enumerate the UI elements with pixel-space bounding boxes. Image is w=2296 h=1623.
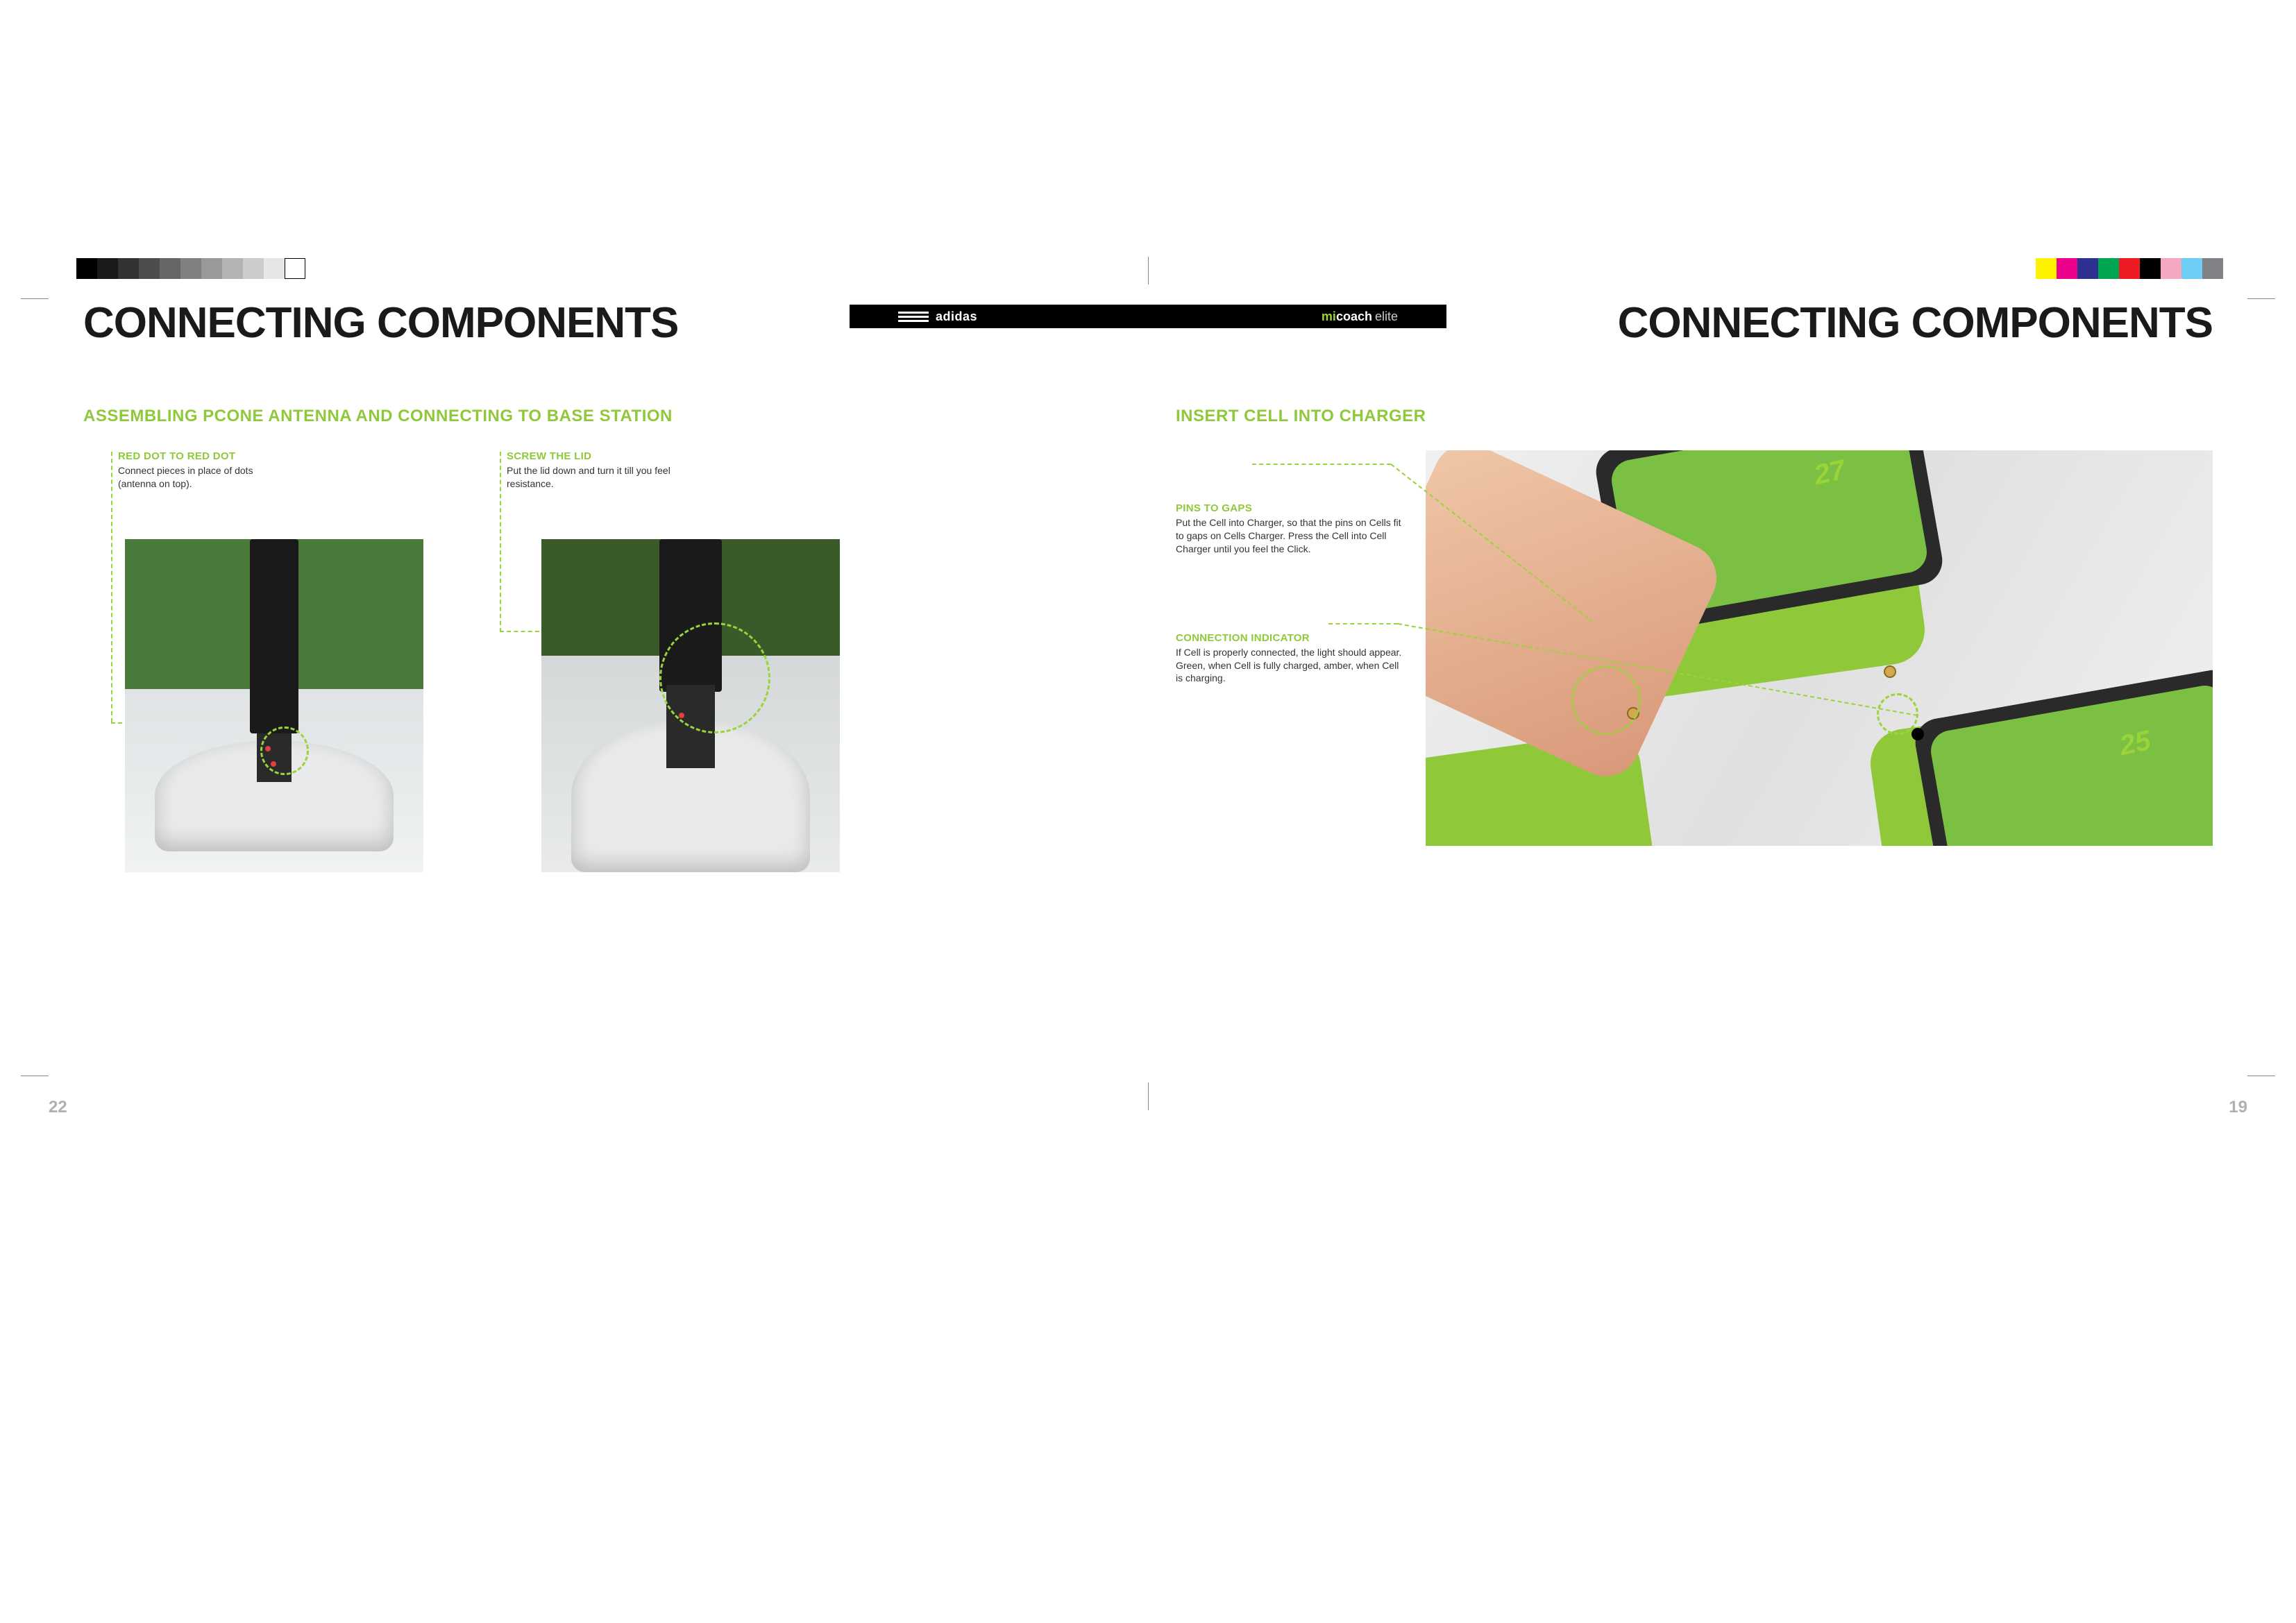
callout-body: Put the lid down and turn it till you fe… (507, 464, 680, 491)
led-indicator-icon (1911, 728, 1924, 740)
highlight-circle (1571, 665, 1641, 735)
callout-leader (500, 452, 501, 632)
callout-body: If Cell is properly connected, the light… (1176, 646, 1405, 686)
subhead-left: ASSEMBLING PCONE ANTENNA AND CONNECTING … (83, 407, 1120, 426)
instruction-photo-antenna (125, 539, 423, 872)
page-right: CONNECTING COMPONENTS INSERT CELL INTO C… (1148, 298, 2247, 1076)
highlight-circle (260, 726, 309, 775)
cell-number-label: 27 (1812, 454, 1848, 491)
cell-number-label: 25 (2117, 725, 2154, 762)
callout-body: Connect pieces in place of dots (antenna… (118, 464, 278, 491)
highlight-circle (659, 622, 770, 733)
subhead-right: INSERT CELL INTO CHARGER (1176, 407, 2213, 426)
instruction-block-screw-lid: SCREW THE LID Put the lid down and turn … (486, 450, 847, 872)
right-content-row: PINS TO GAPS Put the Cell into Charger, … (1176, 450, 2213, 846)
callout-title: CONNECTION INDICATOR (1176, 632, 1405, 644)
charger-pin-icon (1884, 665, 1896, 678)
callout-connection-indicator: CONNECTION INDICATOR If Cell is properly… (1176, 632, 1405, 686)
instruction-photo-charger: 27 25 (1426, 450, 2213, 846)
callout-column: PINS TO GAPS Put the Cell into Charger, … (1176, 450, 1405, 846)
page-number-right: 19 (2229, 1098, 2247, 1117)
instruction-block-red-dot: RED DOT TO RED DOT Connect pieces in pla… (83, 450, 444, 872)
crop-mark (1148, 257, 1149, 284)
callout-leader (111, 452, 112, 722)
crop-mark (1148, 1082, 1149, 1110)
callout-title: RED DOT TO RED DOT (118, 450, 278, 462)
callout-leader (1328, 623, 1398, 624)
print-colorbar-color (2036, 258, 2223, 279)
callout-body: Put the Cell into Charger, so that the p… (1176, 516, 1405, 556)
page-left: CONNECTING COMPONENTS ASSEMBLING PCONE A… (49, 298, 1148, 1076)
adidas-logo: adidas (898, 309, 977, 324)
adidas-stripes-icon (898, 312, 929, 322)
instruction-photo-lid (541, 539, 840, 872)
page-number-left: 22 (49, 1098, 67, 1117)
callout-leader (1252, 464, 1391, 465)
print-colorbar-grayscale (76, 258, 305, 279)
page-title-right: CONNECTING COMPONENTS (1176, 298, 2213, 348)
document-spread: CONNECTING COMPONENTS ASSEMBLING PCONE A… (49, 298, 2247, 1076)
crop-mark (21, 298, 49, 299)
crop-mark (2247, 298, 2275, 299)
instruction-blocks: RED DOT TO RED DOT Connect pieces in pla… (83, 450, 1120, 872)
callout-title: PINS TO GAPS (1176, 502, 1405, 514)
callout-title: SCREW THE LID (507, 450, 680, 462)
brand-text: adidas (936, 309, 977, 324)
callout-pins-to-gaps: PINS TO GAPS Put the Cell into Charger, … (1176, 502, 1405, 556)
